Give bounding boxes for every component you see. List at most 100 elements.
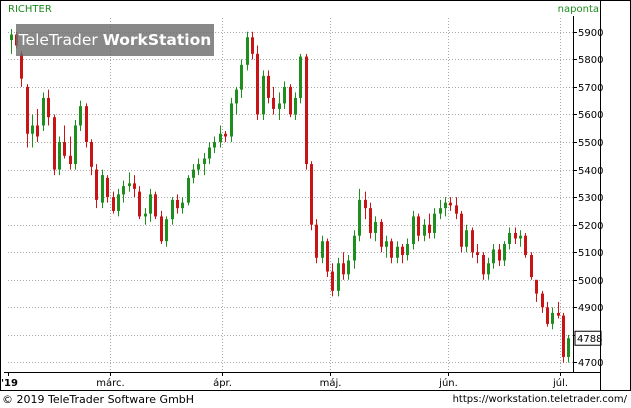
candle [530,252,533,280]
candle-body [235,89,238,104]
candle [63,125,66,159]
candle-body [514,232,517,239]
candle [492,243,495,269]
candle [203,153,206,176]
candle-body [476,252,479,256]
candle-body [353,235,356,261]
candle-body [455,205,458,214]
candle [455,197,458,220]
logo-brand: TeleTrader [18,31,98,49]
candle-series [10,29,570,363]
candle-body [26,86,29,134]
candle-body [224,133,227,137]
candle-body [492,249,495,264]
candle-body [278,103,281,109]
candle [535,279,538,302]
candle-body [508,232,511,244]
candle [299,53,302,104]
candle [449,197,452,211]
x-tick-label: jún. [438,377,458,389]
candle-body [213,142,216,148]
candle-body [423,224,426,236]
candle-body [160,216,163,242]
candle-body [369,208,372,233]
candle-body [272,97,275,109]
price-scale-background [574,16,600,372]
candle-body [374,221,377,233]
y-tick-label: 5600 [578,110,603,121]
y-tick-label: 5500 [578,138,603,149]
candle [364,191,367,220]
candle-body [101,175,104,203]
candle [498,243,501,267]
y-tick-label: 5000 [578,276,603,287]
candle-body [315,224,318,258]
candle-body [128,183,131,187]
candle [401,243,404,264]
candle [90,139,93,176]
candle-body [444,202,447,209]
candle [465,224,468,253]
candle [503,241,506,267]
candle-body [117,194,120,211]
candle-body [165,219,168,242]
candle [342,252,345,280]
candle-body [203,158,206,165]
candle [524,232,527,258]
candle [369,202,372,239]
candle [508,227,511,250]
candle-body [240,64,243,90]
candle-body [396,246,399,258]
candle-body [47,97,50,118]
candle [79,100,82,131]
candle-body [417,216,420,236]
candle-body [63,142,66,156]
y-axis: 4700 4900 5000 5100 5200 5300 5400 5500 5600 5700… [573,28,603,369]
candle-body [219,133,222,143]
instrument-symbol: RICHTER [8,4,52,15]
candle [283,81,286,109]
candle [36,108,39,143]
candle [289,84,292,118]
y-tick-label: 5400 [578,166,603,177]
candle-body [133,183,136,189]
candle-body [85,106,88,143]
candle [208,142,211,165]
candle [112,191,115,214]
logo-product: WorkStation [102,31,212,49]
x-tick-label: júl. [552,377,568,389]
candle-body [321,241,324,258]
candle [294,92,297,120]
candle [476,243,479,264]
candle-body [347,260,350,275]
y-tick-label: 5200 [578,221,603,232]
candle-body [557,312,560,316]
candle [122,180,125,203]
candle [219,125,222,148]
candle-body [530,255,533,278]
y-tick-label: 4900 [578,303,603,314]
candle [160,210,163,244]
candle [262,70,265,120]
candle [176,194,179,214]
website-link[interactable]: https://workstation.teletrader.com/ [452,394,627,405]
plot-area [6,16,573,370]
candle-body [535,279,538,294]
candle [278,92,281,120]
candle [331,263,334,297]
candle-body [154,194,157,217]
candle-body [230,103,233,137]
candle [106,175,109,203]
candle [390,238,393,264]
candle [235,86,238,115]
candle-body [289,86,292,115]
candle-body [20,53,23,79]
period-label[interactable]: naponta [557,4,599,15]
candle-body [460,213,463,247]
last-value-label: 4788 [577,334,602,345]
candle-body [10,34,13,41]
candle-body [197,164,200,170]
candle-body [546,307,549,324]
candle [471,227,474,258]
candle-body [482,255,485,275]
